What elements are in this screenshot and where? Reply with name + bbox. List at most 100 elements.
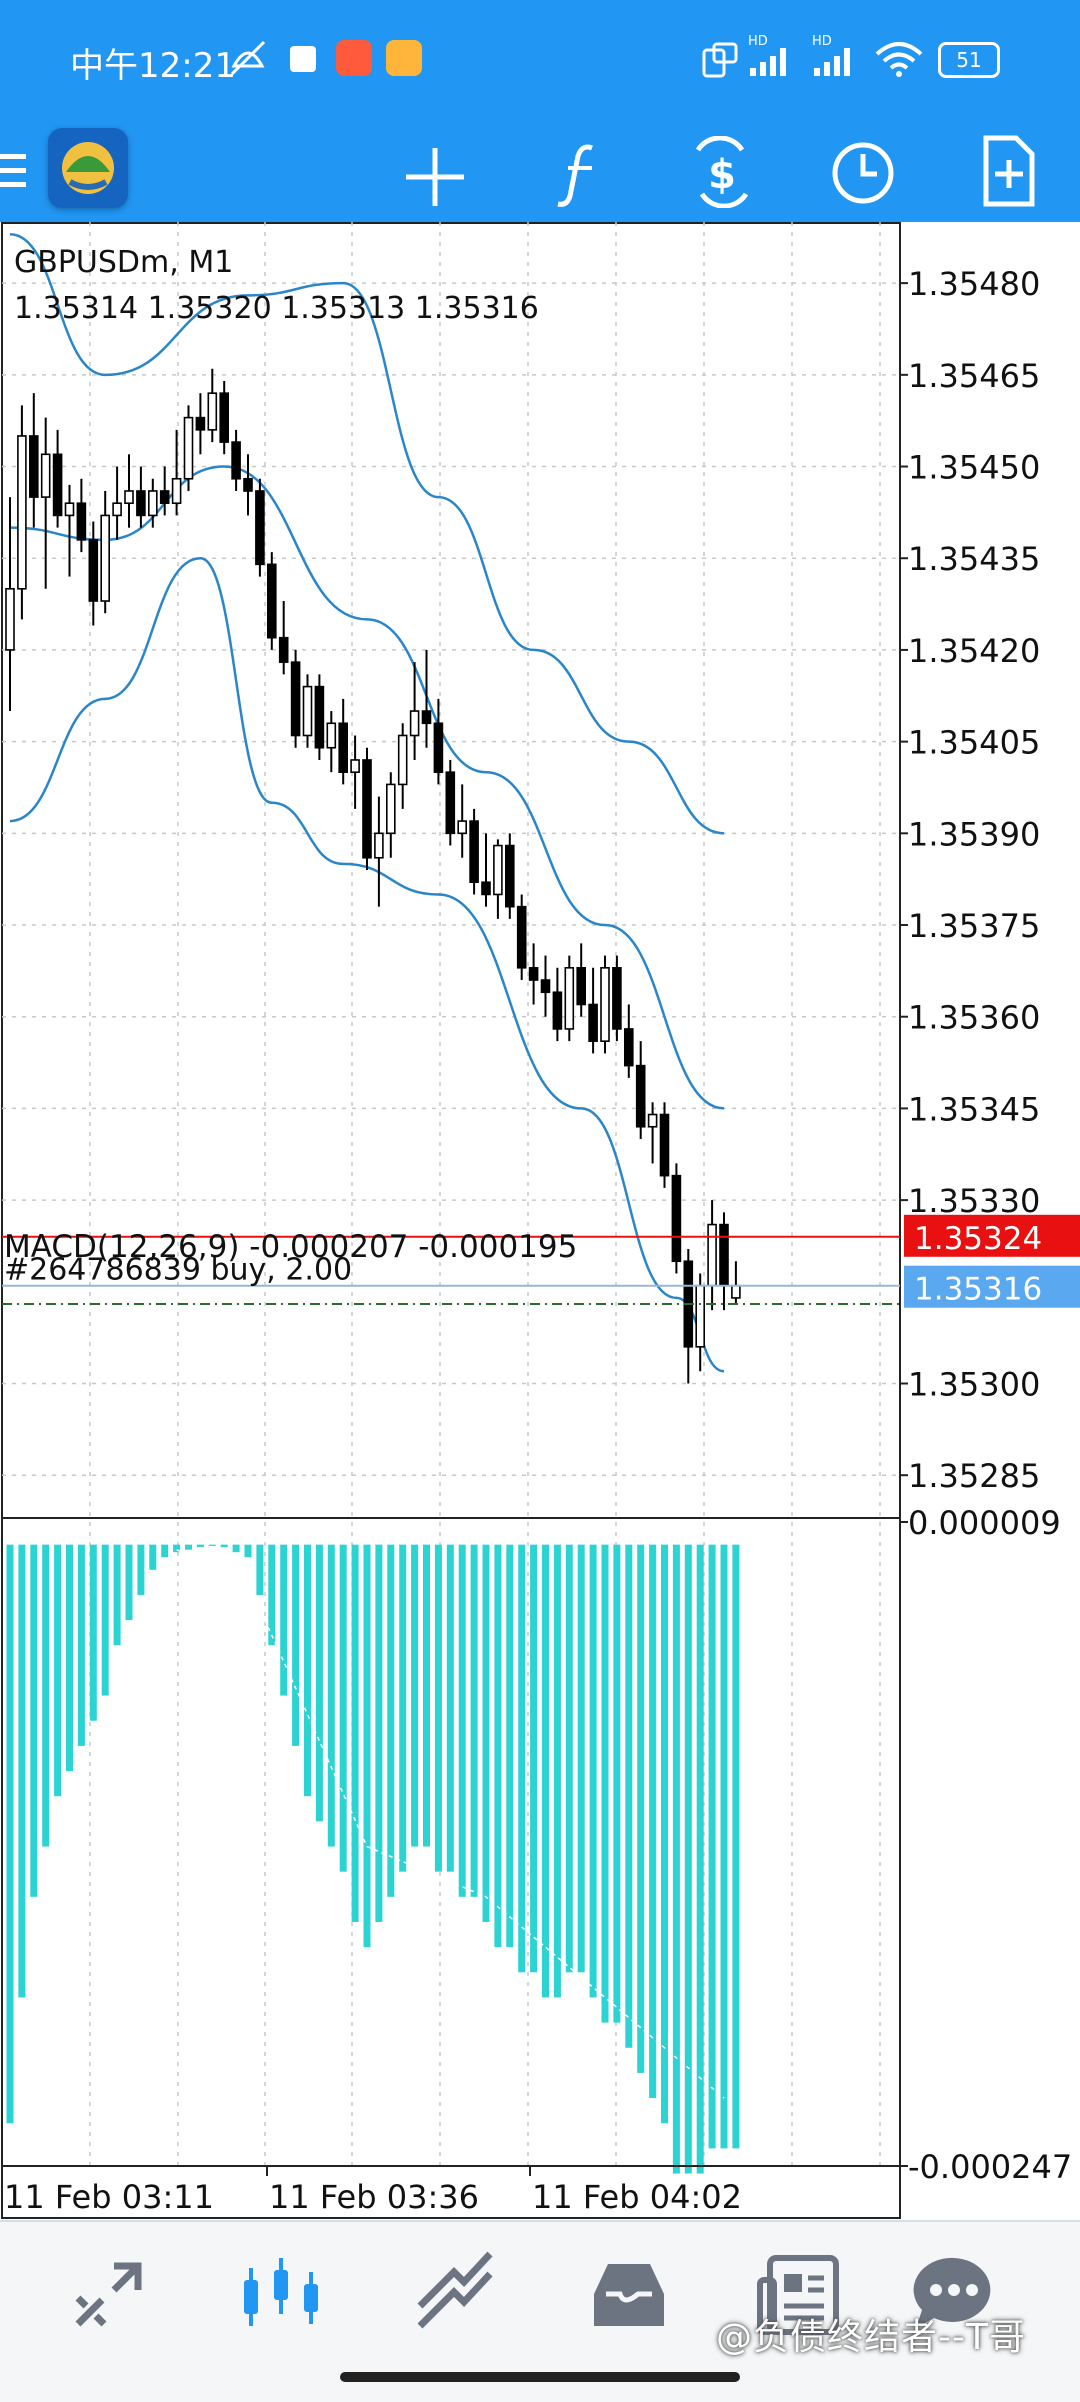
macd-bar: [292, 1545, 299, 1746]
candle-body: [672, 1176, 680, 1262]
candle-body: [470, 821, 478, 882]
indicators-icon[interactable]: [556, 140, 606, 210]
trade-icon[interactable]: [410, 2250, 500, 2340]
new-order-icon[interactable]: [980, 134, 1036, 208]
macd-label: MACD(12,26,9) -0.000207 -0.000195: [4, 1229, 577, 1265]
macd-bar: [221, 1545, 228, 1548]
macd-bar: [590, 1545, 597, 1998]
macd-bar: [637, 1545, 644, 2073]
macd-bar: [506, 1545, 513, 1948]
price-tick-label: 1.35330: [908, 1182, 1040, 1220]
candle-body: [185, 418, 193, 479]
macd-tick-label: 0.000009: [908, 1504, 1061, 1542]
wifi-icon: [874, 40, 924, 78]
price-tick-label: 1.35480: [908, 265, 1040, 303]
macd-bar: [245, 1545, 252, 1558]
history-icon[interactable]: [584, 2250, 674, 2340]
candle-body: [637, 1066, 645, 1127]
macd-bar: [126, 1545, 133, 1620]
macd-bar: [625, 1545, 632, 2048]
battery-icon: 51: [938, 42, 1000, 78]
trade-icon[interactable]: $: [682, 136, 762, 208]
macd-bar: [554, 1545, 561, 1998]
do-not-disturb-icon: [228, 38, 268, 78]
price-tick-label: 1.35375: [908, 907, 1040, 945]
macd-bar: [697, 1545, 704, 2174]
macd-bar: [30, 1545, 37, 1897]
candle-body: [506, 846, 514, 907]
app-notification-icon: [386, 40, 422, 76]
candle-body: [696, 1286, 704, 1347]
candle-body: [327, 723, 335, 747]
macd-bar: [66, 1545, 73, 1771]
svg-text:$: $: [708, 152, 736, 198]
candle-body: [101, 515, 109, 601]
logo-icon: [48, 128, 128, 208]
candle-body: [613, 968, 621, 1029]
candle-body: [6, 589, 14, 650]
price-tick-label: 1.35435: [908, 540, 1040, 578]
macd-bar: [709, 1545, 716, 2149]
macd-bar: [483, 1545, 490, 1922]
macd-bar: [732, 1545, 739, 2149]
macd-tick-label: -0.000247: [908, 2148, 1072, 2186]
ask-price-label: 1.35324: [914, 1221, 1042, 1257]
ohlc-label: 1.35314 1.35320 1.35313 1.35316: [14, 291, 539, 326]
candle-body: [649, 1115, 657, 1127]
candle-body: [54, 454, 62, 515]
macd-bar: [352, 1545, 359, 1922]
candle-body: [280, 638, 288, 662]
candle-body: [494, 846, 502, 895]
signal-icon: [812, 46, 864, 76]
price-tick-label: 1.35390: [908, 815, 1040, 853]
macd-bar: [530, 1545, 537, 1973]
macd-bar: [54, 1545, 61, 1797]
candle-body: [113, 503, 121, 515]
candle-body: [232, 442, 240, 479]
macd-bar: [316, 1545, 323, 1822]
price-chart[interactable]: #264786839 buy, 2.00 1.35324 1.35316 1.354…: [0, 222, 1080, 2220]
metatrader-logo[interactable]: [48, 128, 128, 208]
candle-body: [423, 711, 431, 723]
macd-bar: [364, 1545, 371, 1948]
candle-body: [304, 687, 312, 736]
macd-bar: [566, 1545, 573, 1973]
candle-body: [720, 1225, 728, 1286]
status-bar: 中午12:21 HD HD 51: [0, 0, 1080, 120]
chart-icon[interactable]: [236, 2250, 326, 2340]
macd-bar: [578, 1545, 585, 1973]
candle-body: [518, 907, 526, 968]
home-indicator[interactable]: [340, 2372, 740, 2382]
candle-body: [542, 980, 550, 992]
time-label: 11 Feb 03:36: [269, 2178, 479, 2216]
screen-rotate-icon: [700, 40, 740, 80]
macd-bar: [411, 1545, 418, 1847]
candle-body: [399, 736, 407, 785]
candle-body: [589, 1004, 597, 1041]
quotes-icon[interactable]: [64, 2250, 154, 2340]
macd-bar: [161, 1545, 168, 1558]
crosshair-icon[interactable]: [404, 146, 466, 208]
macd-bar: [375, 1545, 382, 1922]
macd-bar: [673, 1545, 680, 2174]
macd-bar: [90, 1545, 97, 1721]
period-icon[interactable]: [830, 140, 896, 206]
macd-bar: [209, 1545, 216, 1546]
price-tick-label: 1.35465: [908, 357, 1040, 395]
candle-body: [446, 772, 454, 833]
candle-body: [351, 760, 359, 772]
macd-bar: [423, 1545, 430, 1847]
candle-body: [601, 968, 609, 1041]
macd-bar: [435, 1545, 442, 1872]
candle-body: [363, 760, 371, 858]
time-label: 11 Feb 04:02: [532, 2178, 742, 2216]
macd-bar: [471, 1545, 478, 1897]
menu-icon[interactable]: [0, 144, 28, 198]
candle-body: [149, 491, 157, 515]
chart-grid: [2, 222, 900, 2218]
signal-icon: [748, 46, 800, 76]
candle-body: [137, 491, 145, 515]
candle-body: [256, 491, 264, 564]
macd-bar: [233, 1545, 240, 1553]
macd-histogram: [7, 1545, 740, 2174]
